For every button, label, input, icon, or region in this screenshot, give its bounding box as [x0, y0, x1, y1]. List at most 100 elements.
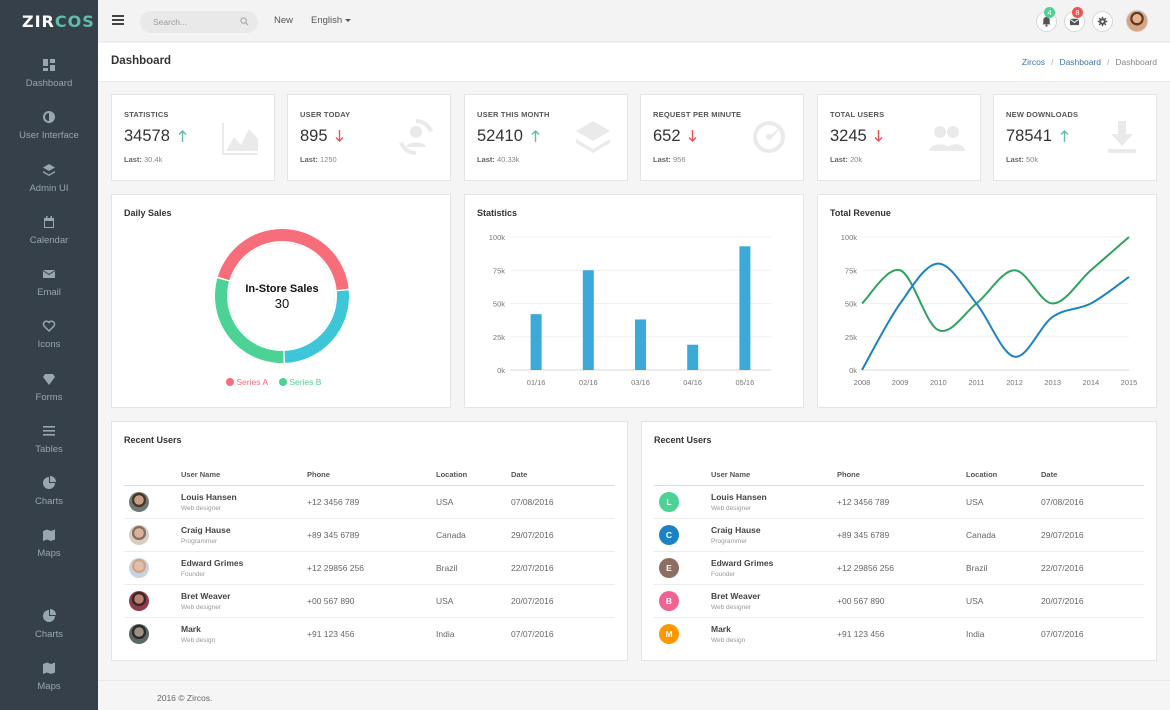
pie-icon: [42, 476, 56, 490]
table-row[interactable]: M Mark Web design +91 123 456 India 07/07/201…: [654, 618, 1144, 651]
sidebar: ZIR COS Dashboard User Interface Admin UI Ca…: [0, 0, 98, 710]
recent-users-title: Recent Users: [654, 435, 712, 445]
avatar: [129, 525, 149, 545]
line-x-tick-label: 2011: [968, 378, 984, 387]
sidebar-item-label: User Interface: [19, 130, 79, 141]
table-row[interactable]: Edward Grimes Founder +12 29856 256 Brazil 2…: [124, 552, 615, 585]
sidebar-item-label: Dashboard: [25, 78, 73, 89]
stat-last-label: Last:: [653, 155, 671, 164]
sidebar-item-forms[interactable]: Forms: [0, 372, 98, 403]
legend-series-a[interactable]: Series A: [226, 377, 268, 387]
nav-new-link[interactable]: New: [274, 15, 294, 26]
sidebar-item-label: Maps: [37, 681, 61, 692]
messages-button[interactable]: 8: [1064, 7, 1085, 32]
user-avatar[interactable]: [1126, 10, 1148, 32]
revenue-title: Total Revenue: [830, 208, 891, 218]
bar-03-16[interactable]: [635, 319, 646, 370]
statistics-panel: Statistics 0k 25k 50k 75k 100k 01/16 02/16 03/1…: [464, 194, 804, 408]
menu-toggle-icon[interactable]: [112, 15, 124, 25]
sidebar-item-dashboard[interactable]: Dashboard: [0, 58, 98, 89]
user-name: Edward Grimes: [181, 558, 244, 568]
bar-02-16[interactable]: [582, 270, 594, 370]
chart-icon: [220, 117, 260, 157]
legend-series-b[interactable]: Series B: [278, 377, 321, 387]
revenue-series-line-1[interactable]: [861, 236, 1130, 332]
user-role: Web design: [711, 637, 746, 644]
donut-segment-series-a[interactable]: [217, 229, 349, 291]
table-row[interactable]: L Louis Hansen Web designer +12 3456 789 USA…: [654, 486, 1144, 519]
column-header-location: Location: [966, 470, 998, 479]
donut-segment-other[interactable]: [284, 290, 349, 363]
sidebar-item-label: Email: [37, 287, 61, 298]
sidebar-item-charts[interactable]: Charts: [0, 476, 98, 507]
breadcrumb-home[interactable]: Zircos: [1021, 57, 1046, 67]
sidebar-item-user-interface[interactable]: User Interface: [0, 110, 98, 141]
sidebar-item-maps[interactable]: Maps: [0, 661, 98, 692]
line-x-tick-label: 2014: [1083, 378, 1100, 387]
table-row[interactable]: Mark Web design +91 123 456 India 07/07/2016: [124, 618, 615, 651]
sidebar-item-maps[interactable]: Maps: [0, 528, 98, 559]
user-role: Web designer: [181, 505, 221, 512]
stat-value: 34578: [124, 127, 170, 145]
notifications-button[interactable]: 4: [1036, 7, 1057, 32]
gear-icon: [1097, 16, 1108, 27]
bar-01-16[interactable]: [530, 314, 542, 370]
search-icon[interactable]: [240, 17, 249, 26]
bar-x-tick-label: 04/16: [683, 378, 702, 387]
sidebar-item-admin-ui[interactable]: Admin UI: [0, 163, 98, 194]
settings-button[interactable]: [1092, 11, 1113, 32]
donut-center-label: In-Store Sales: [245, 283, 319, 295]
sidebar-item-calendar[interactable]: Calendar: [0, 215, 98, 246]
app-logo[interactable]: ZIR COS: [0, 0, 98, 42]
table-row[interactable]: C Craig Hause Programmer +89 345 6789 Canada…: [654, 519, 1144, 552]
table-row[interactable]: E Edward Grimes Founder +12 29856 256 Brazil…: [654, 552, 1144, 585]
sidebar-item-icons[interactable]: Icons: [0, 319, 98, 350]
stat-card-new-downloads: NEW DOWNLOADS 78541 Last: 50k: [993, 94, 1157, 181]
revenue-series-line-2[interactable]: [861, 262, 1130, 371]
language-dropdown[interactable]: English: [311, 15, 352, 26]
daily-sales-panel: Daily Sales In-Store Sales 30 Series A S…: [111, 194, 451, 408]
map-icon: [42, 528, 56, 542]
table-header-divider: [124, 485, 615, 486]
search-input[interactable]: Search...: [140, 11, 258, 33]
bar-x-tick-label: 03/16: [631, 378, 650, 387]
map-icon: [42, 661, 56, 675]
search-placeholder: Search...: [153, 17, 188, 27]
user-location: Brazil: [966, 563, 988, 573]
user-role: Founder: [711, 571, 736, 578]
sidebar-item-charts[interactable]: Charts: [0, 609, 98, 640]
bar-04-16[interactable]: [687, 344, 699, 370]
line-x-tick-label: 2012: [1006, 378, 1023, 387]
table-row[interactable]: Bret Weaver Web designer +00 567 890 USA 20/…: [124, 585, 615, 618]
arrow-up-icon: [178, 130, 187, 142]
stat-title: STATISTICS: [124, 110, 169, 119]
stat-last-value: 20k: [850, 155, 863, 164]
diamond-icon: [42, 372, 56, 386]
table-row[interactable]: Craig Hause Programmer +89 345 6789 Canada 2…: [124, 519, 615, 552]
user-phone: +89 345 6789: [837, 530, 890, 540]
bar-05-16[interactable]: [739, 246, 751, 370]
series-a-label: Series A: [236, 377, 268, 387]
sidebar-item-tables[interactable]: Tables: [0, 424, 98, 455]
line-y-tick-label: 100k: [841, 233, 858, 242]
page-header: Dashboard Zircos / Dashboard / Dashboard: [98, 43, 1170, 82]
download-icon: [1102, 117, 1142, 157]
user-date: 29/07/2016: [511, 530, 554, 540]
donut-inner-ring: [227, 241, 337, 351]
table-row[interactable]: Louis Hansen Web designer +12 3456 789 USA 0…: [124, 486, 615, 519]
sidebar-item-email[interactable]: Email: [0, 267, 98, 298]
table-row[interactable]: B Bret Weaver Web designer +00 567 890 USA 20…: [654, 585, 1144, 618]
donut-segment-series-b[interactable]: [214, 278, 284, 363]
recent-users-title: Recent Users: [124, 435, 182, 445]
daily-sales-donut-chart: [214, 229, 349, 363]
arrow-up-icon: [531, 130, 540, 142]
user-name: Louis Hansen: [711, 492, 767, 502]
stat-title: USER TODAY: [300, 110, 351, 119]
avatar-letter: M: [659, 624, 679, 644]
stat-last: Last: 956: [653, 155, 686, 164]
breadcrumb-dashboard[interactable]: Dashboard: [1059, 57, 1102, 67]
series-b-swatch: [278, 378, 287, 386]
user-name: Mark: [711, 624, 731, 634]
user-phone: +12 29856 256: [837, 563, 894, 573]
avatar-letter: C: [659, 525, 679, 545]
